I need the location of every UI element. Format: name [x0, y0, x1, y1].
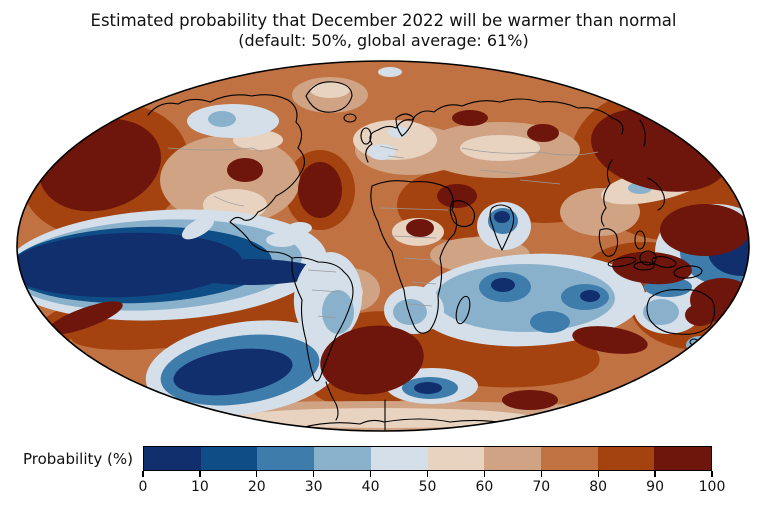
colorbar-tick: [654, 471, 656, 477]
colorbar-tick-label: 30: [304, 479, 323, 495]
colorbar-tick: [313, 471, 315, 477]
colorbar-tick: [369, 471, 372, 477]
colorbar: [143, 446, 712, 471]
colorbar-label: Probability (%): [22, 450, 133, 468]
colorbar-segment-80-90: [597, 447, 655, 470]
colorbar-segment-10-20: [200, 447, 258, 470]
colorbar-tick-label: 100: [698, 479, 726, 495]
colorbar-tick-label: 0: [138, 479, 148, 495]
coastlines: [147, 81, 731, 431]
colorbar-tick-label: 40: [361, 479, 380, 495]
colorbar-tick: [256, 471, 258, 477]
country-borders: [167, 145, 599, 319]
colorbar-tick: [142, 471, 144, 477]
map-region-hudson-bay: [187, 104, 279, 138]
map-region-south-america-interior: [293, 252, 363, 344]
map-region-southern-africa: [384, 286, 444, 334]
colorbar-tick: [597, 471, 599, 477]
colorbar-segment-60-70: [484, 447, 541, 470]
map-region-india: [477, 202, 531, 250]
colorbar-segment-30-40: [314, 447, 371, 470]
map-region-indian-ocean: [415, 253, 645, 347]
map-region-southeast-pacific: [145, 320, 345, 416]
colorbar-tick-label: 70: [532, 479, 551, 495]
colorbar-segment-70-80: [540, 447, 598, 470]
colorbar-tick: [711, 471, 713, 477]
figure-title: Estimated probability that December 2022…: [0, 10, 767, 51]
colorbar-tick: [426, 471, 429, 477]
colorbar-segment-50-60: [427, 447, 485, 470]
colorbar-tick-label: 50: [418, 479, 437, 495]
colorbar-tick: [483, 471, 486, 477]
colorbar-tick: [199, 471, 201, 477]
colorbar-segment-90-100: [654, 447, 712, 470]
colorbar-tick-label: 90: [646, 479, 665, 495]
colorbar-segment-20-30: [257, 447, 315, 470]
map-region-equatorial-pacific: [17, 209, 327, 321]
colorbar-tick-label: 60: [475, 479, 494, 495]
world-map: [16, 60, 750, 432]
colorbar-tick: [540, 471, 542, 477]
colorbar-segment-40-50: [370, 447, 428, 470]
title-line-1: Estimated probability that December 2022…: [90, 11, 677, 30]
colorbar-tick-label: 80: [589, 479, 608, 495]
colorbar-tick-label: 10: [190, 479, 209, 495]
title-line-2: (default: 50%, global average: 61%): [238, 31, 529, 50]
colorbar-segment-0-10: [144, 447, 201, 470]
globe-outline: [16, 60, 750, 432]
colorbar-tick-label: 20: [247, 479, 266, 495]
